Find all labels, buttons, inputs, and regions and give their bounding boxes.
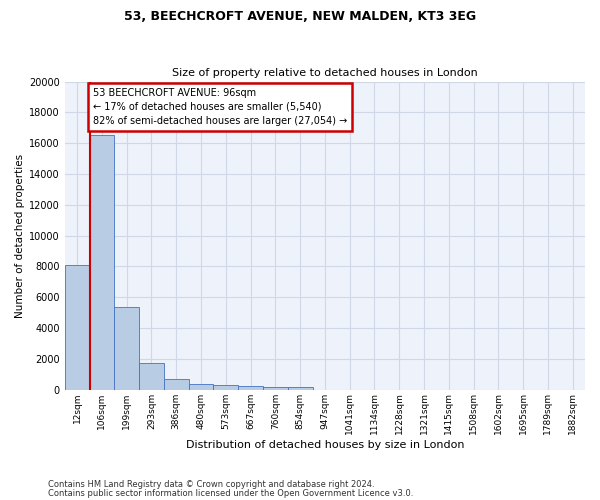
Title: Size of property relative to detached houses in London: Size of property relative to detached ho… (172, 68, 478, 78)
Bar (89, 136, 115, 390)
X-axis label: Distribution of detached houses by size in London: Distribution of detached houses by size … (185, 440, 464, 450)
Bar (214, 385, 238, 390)
Bar (164, 379, 188, 390)
Text: 53, BEECHCROFT AVENUE, NEW MALDEN, KT3 3EG: 53, BEECHCROFT AVENUE, NEW MALDEN, KT3 3… (124, 10, 476, 23)
Y-axis label: Number of detached properties: Number of detached properties (15, 154, 25, 318)
Bar (139, 362, 164, 390)
Bar (288, 387, 313, 390)
Bar (238, 386, 263, 390)
Text: 53 BEECHCROFT AVENUE: 96sqm
← 17% of detached houses are smaller (5,540)
82% of : 53 BEECHCROFT AVENUE: 96sqm ← 17% of det… (93, 88, 347, 126)
Text: Contains HM Land Registry data © Crown copyright and database right 2024.: Contains HM Land Registry data © Crown c… (48, 480, 374, 489)
Text: Contains public sector information licensed under the Open Government Licence v3: Contains public sector information licen… (48, 488, 413, 498)
Bar (188, 384, 214, 390)
Bar (65, 265, 89, 390)
Bar (115, 307, 139, 390)
Bar (263, 387, 288, 390)
